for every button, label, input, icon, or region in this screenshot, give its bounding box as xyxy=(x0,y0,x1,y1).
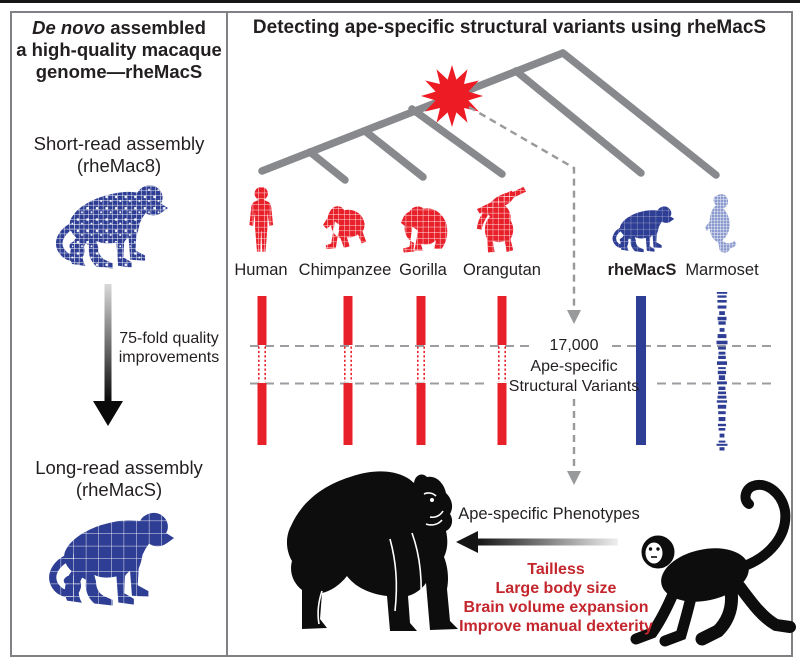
sv-line3: Structural Variants xyxy=(508,378,640,395)
sv-count-annotation: 17,000 Ape-specific Structural Variants xyxy=(484,336,664,398)
phenotype-body-size: Large body size xyxy=(495,580,617,597)
sv-count: 17,000 xyxy=(549,337,599,354)
species-label-human: Human xyxy=(234,261,288,279)
title-italic-de-novo: De novo xyxy=(32,17,106,38)
title-rest: assembled xyxy=(105,17,206,38)
title-line2: a high-quality macaque xyxy=(16,39,222,60)
phenotypes-title: Ape-specific Phenotypes xyxy=(458,505,640,523)
arrow-note-line2: improvements xyxy=(118,349,220,366)
left-panel-title: De novo assembled a high-quality macaque… xyxy=(10,17,228,83)
long-read-label: Long-read assembly (rheMacS) xyxy=(10,457,228,501)
species-label-chimpanzee: Chimpanzee xyxy=(298,261,392,279)
species-label-marmoset: Marmoset xyxy=(685,261,759,279)
long-read-line2: (rheMacS) xyxy=(75,479,163,500)
short-read-line2: (rheMac8) xyxy=(76,155,162,176)
quality-improvement-note: 75-fold quality improvements xyxy=(118,329,220,367)
short-read-line1: Short-read assembly xyxy=(33,133,205,154)
title-line3: genome—rheMacS xyxy=(35,61,203,82)
short-read-label: Short-read assembly (rheMac8) xyxy=(10,133,228,177)
sv-line2: Ape-specific xyxy=(530,357,618,375)
phenotype-tailless: Tailless xyxy=(527,561,585,578)
right-panel-title: Detecting ape-specific structural varian… xyxy=(252,17,767,38)
species-label-rhemacs: rheMacS xyxy=(607,261,677,279)
species-label-gorilla: Gorilla xyxy=(399,261,447,279)
phenotype-brain-volume: Brain volume expansion xyxy=(463,599,649,616)
phenotype-dexterity: Improve manual dexterity xyxy=(459,618,653,635)
arrow-note-line1: 75-fold quality xyxy=(119,330,219,347)
species-label-orangutan: Orangutan xyxy=(463,261,541,279)
long-read-line1: Long-read assembly xyxy=(35,457,203,478)
